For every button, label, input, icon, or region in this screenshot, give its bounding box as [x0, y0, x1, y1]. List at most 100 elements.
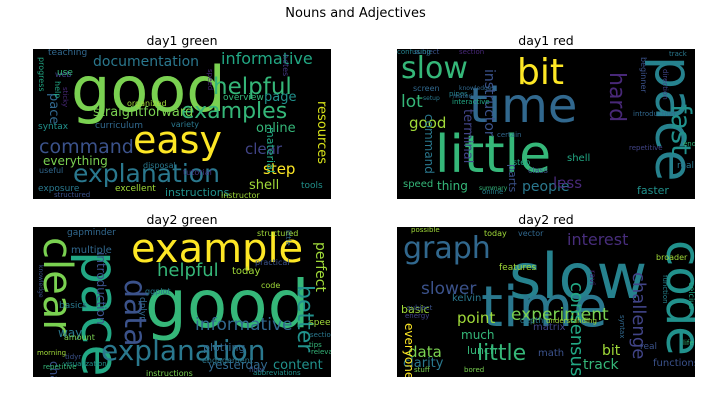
- word-knowledge: knowledge: [459, 85, 492, 92]
- word-vector: vector: [518, 229, 544, 238]
- word-tips: tips: [309, 341, 322, 349]
- word-material: material: [453, 93, 479, 100]
- word-hard: hard: [604, 72, 629, 123]
- word-structured: structured: [257, 229, 299, 238]
- word-visualization: visualization: [63, 360, 107, 368]
- word-knowledge: knowledge: [37, 265, 44, 298]
- word-celcius: celcius: [687, 282, 695, 310]
- word-certain: certain: [497, 131, 522, 139]
- word-command: command: [39, 136, 134, 158]
- word-today: today: [232, 266, 261, 277]
- word-clarity: clarity: [403, 356, 444, 371]
- word-practical: practical: [255, 258, 290, 267]
- word-less: less: [553, 174, 583, 192]
- word-today: today: [484, 229, 507, 238]
- word-material: material: [264, 127, 277, 173]
- word-explanation: explanation: [73, 159, 220, 188]
- word-real: real: [640, 342, 658, 352]
- word-broader: broader: [656, 253, 688, 262]
- word-basics: basics: [59, 301, 88, 311]
- word-step: step: [263, 160, 296, 178]
- word-variety: variety: [171, 120, 199, 129]
- panel-title-day2-red: day2 red: [518, 212, 574, 227]
- word-real: real: [677, 161, 695, 171]
- word-features: features: [499, 263, 537, 273]
- word-everything: everything: [43, 154, 108, 168]
- word-straightforward: straightforward: [93, 105, 194, 120]
- word-flow: flow: [249, 366, 264, 374]
- word-slower: slower: [421, 279, 477, 299]
- word-screen: screen: [413, 84, 440, 93]
- panel-title-day2-green: day2 green: [146, 212, 218, 227]
- word-little: little: [477, 341, 527, 366]
- word-speed: speed: [403, 179, 434, 190]
- word-class: class: [528, 166, 548, 175]
- word-tidyr: tidyr: [65, 353, 82, 361]
- word-time: time: [481, 275, 608, 340]
- word-gapminder: gapminder: [67, 228, 116, 238]
- word-good: good: [409, 114, 447, 132]
- word-step: step: [513, 158, 531, 167]
- word-abbreviations: abbreviations: [253, 369, 301, 377]
- word-curriculum: curriculum: [95, 121, 144, 131]
- word-introduction: introduction: [94, 252, 108, 325]
- word-helpful: helpful: [213, 74, 292, 100]
- word-ravi: ravi: [588, 270, 597, 286]
- word-shell: shell: [567, 153, 591, 164]
- word-content: content: [273, 358, 323, 373]
- word-sticky: sticky: [61, 87, 69, 108]
- word-slow: slow: [401, 51, 468, 86]
- wordcloud-day1-red: little time pace bit slow fast hard lot instruct…: [397, 49, 695, 199]
- word-excellent: excellent: [115, 184, 156, 194]
- word-easy: easy: [133, 118, 222, 162]
- word-code: code: [261, 281, 281, 290]
- word-confusing: confusing: [397, 49, 431, 56]
- word-pipes: pipes: [449, 90, 468, 98]
- word-clear: clear: [245, 140, 283, 158]
- word-experiment: experiment: [511, 305, 609, 325]
- word-documentation: documentation: [93, 54, 200, 70]
- word-repetitive: repetitive: [43, 363, 77, 371]
- word-organized: organized: [127, 99, 167, 108]
- word-section: section: [459, 49, 485, 56]
- wordcloud-day1-green: good easy explanation examples helpful comman…: [33, 49, 331, 199]
- word-point: point: [457, 309, 496, 327]
- word-good: good: [145, 266, 310, 343]
- word-possible: possible: [411, 227, 440, 234]
- word-multiple: multiple: [71, 245, 112, 256]
- word-interactive: interactive: [452, 98, 490, 106]
- word-repetitive: repetitive: [629, 144, 663, 152]
- word-basic: basic: [401, 303, 430, 316]
- word-matrix: matrix: [533, 322, 566, 333]
- panel-title-day1-red: day1 red: [518, 33, 574, 48]
- word-life: life: [683, 339, 694, 347]
- word-overview: overview: [223, 93, 264, 103]
- word-bit: bit: [517, 52, 564, 93]
- word-perfect: perfect: [312, 242, 328, 292]
- word-terminal: terminal: [460, 109, 475, 164]
- word-energy: energy: [405, 312, 430, 320]
- word-subject: subject: [407, 304, 433, 312]
- word-bit: bit: [602, 343, 621, 359]
- word-setup: setup: [423, 95, 440, 102]
- word-teaching: teaching: [48, 49, 88, 58]
- word-dplyr: dplyr: [137, 297, 147, 320]
- word-lot: lot: [401, 92, 423, 112]
- word-examples: examples: [181, 99, 288, 124]
- word-slow: slow: [509, 240, 648, 313]
- word-syntax: syntax: [618, 315, 626, 339]
- word-engagement: engagement: [202, 356, 253, 365]
- word-informative: informative: [221, 49, 313, 68]
- word-yesterday: yesterday: [208, 358, 268, 372]
- word-ggplot: ggplot: [145, 287, 171, 296]
- word-informative: informative: [195, 315, 293, 335]
- word-progress: progress: [37, 57, 46, 92]
- word-summary: summary: [479, 185, 508, 192]
- panel-title-day1-green: day1 green: [146, 33, 218, 48]
- word-shell: shell: [249, 178, 280, 193]
- word-morning: morning: [37, 349, 67, 357]
- word-online: online: [482, 188, 504, 196]
- wordcloud-day2-green: good example pace explanation clear data helpf…: [33, 227, 331, 377]
- word-thing: thing: [437, 179, 468, 193]
- word-introduction: introduction: [633, 110, 676, 118]
